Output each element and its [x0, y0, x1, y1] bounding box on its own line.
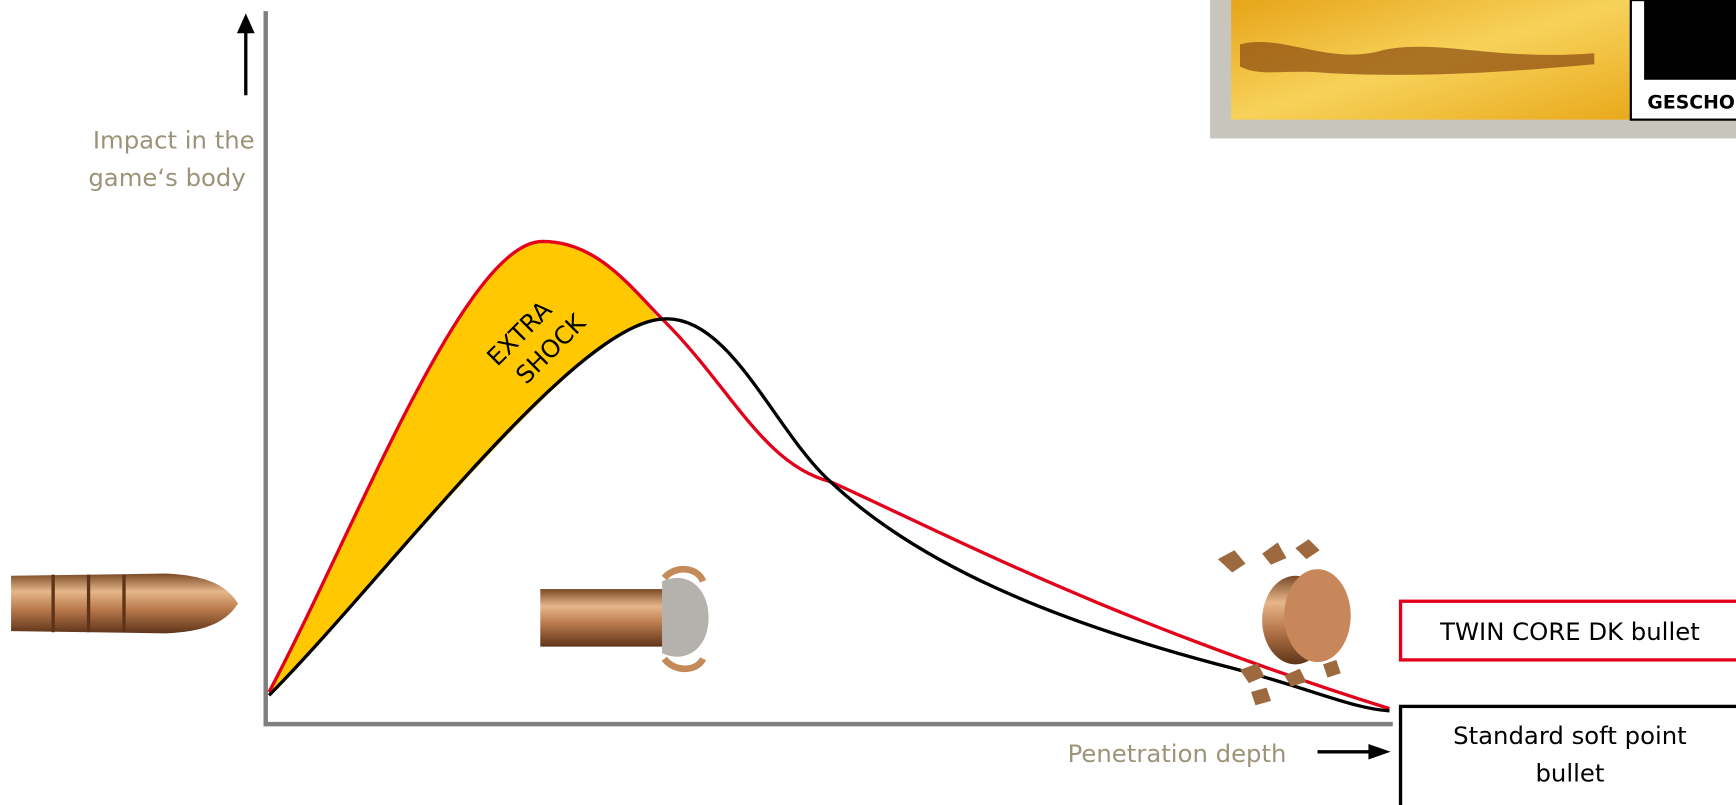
diagram: GESCHO Impact in the game‘s body EXTRA S… [0, 0, 1736, 805]
y-axis-label: game‘s body [88, 163, 245, 192]
x-axis-label: Penetration depth [1068, 739, 1287, 768]
arrow-head [1368, 744, 1390, 760]
logo: GESCHO [1210, 0, 1736, 138]
bullet-intact [11, 574, 238, 634]
legend-label: bullet [1535, 759, 1604, 788]
y-axis-label: Impact in the [93, 125, 255, 154]
legend: TWIN CORE DK bullet Standard soft point … [1401, 601, 1736, 805]
legend-label: TWIN CORE DK bullet [1439, 617, 1700, 646]
arrow-head [237, 13, 255, 33]
bullet-mushroomed [540, 569, 708, 669]
legend-label: Standard soft point [1453, 721, 1687, 750]
bullet-fragmented [1218, 539, 1351, 705]
logo-text: GESCHO [1647, 93, 1734, 114]
page: GESCHO Impact in the game‘s body EXTRA S… [0, 0, 1736, 805]
